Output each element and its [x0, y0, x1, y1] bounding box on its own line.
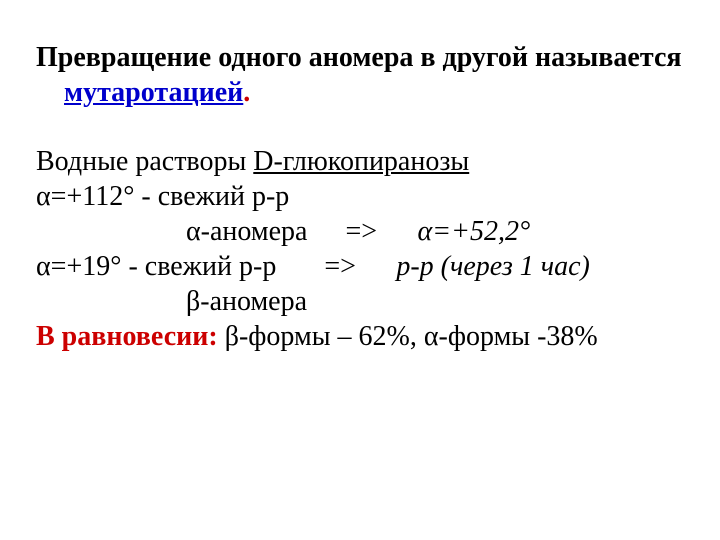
line-alpha-fresh: α=+112° - свежий р-р — [36, 179, 684, 214]
arrow-icon: => — [324, 249, 382, 284]
alpha-result: α=+52,2° — [417, 216, 530, 247]
definition-dot: . — [243, 77, 250, 108]
term-mutarotation: мутаротацией — [64, 77, 243, 108]
definition-lead: Превращение одного аномера в другой назы… — [36, 42, 682, 73]
compound-name: D-глюкопиранозы — [253, 146, 469, 177]
slide: Превращение одного аномера в другой назы… — [0, 0, 720, 540]
line-alpha-anomer: α-аномера => α=+52,2° — [36, 214, 684, 249]
equilibrium-label: В равновесии: — [36, 321, 218, 352]
paragraph-definition: Превращение одного аномера в другой назы… — [36, 40, 684, 110]
line-beta-fresh: α=+19° - свежий р-р => р-р (через 1 час) — [36, 249, 684, 284]
beta-fresh-label: α=+19° - свежий р-р — [36, 251, 276, 282]
arrow-icon: => — [345, 214, 403, 249]
paragraph-equilibrium: В равновесии: β-формы – 62%, α-формы -38… — [36, 319, 684, 354]
line-solutions: Водные растворы D-глюкопиранозы — [36, 144, 684, 179]
data-block: Водные растворы D-глюкопиранозы α=+112° … — [36, 144, 684, 319]
solutions-lead: Водные растворы — [36, 146, 253, 177]
equilibrium-values: β-формы – 62%, α-формы -38% — [218, 321, 598, 352]
beta-result: р-р (через 1 час) — [396, 251, 590, 282]
alpha-anomer-label: α-аномера — [186, 216, 307, 247]
line-beta-anomer: β-аномера — [36, 284, 684, 319]
